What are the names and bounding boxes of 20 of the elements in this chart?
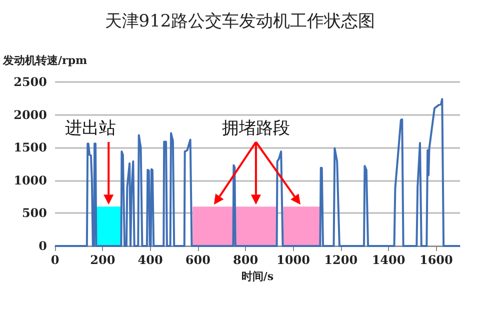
annotation: 进出站 xyxy=(65,118,116,138)
x-tick-label: 1600 xyxy=(419,253,453,267)
y-tick-label: 500 xyxy=(22,206,47,220)
x-tick-label: 800 xyxy=(233,253,258,267)
y-tick-label: 1000 xyxy=(14,173,47,188)
x-tick-label: 600 xyxy=(185,253,210,267)
annotation: 拥堵路段 xyxy=(222,118,290,138)
x-tick-label: 0 xyxy=(50,253,60,267)
chart-title: 天津912路公交车发动机工作状态图 xyxy=(104,12,376,32)
x-tick-label: 1400 xyxy=(372,253,406,267)
y-tick-label: 2000 xyxy=(14,108,47,122)
x-tick-label: 400 xyxy=(138,253,163,267)
x-axis-title: 时间/s xyxy=(241,270,274,283)
x-tick-label: 200 xyxy=(90,253,116,267)
y-tick-label: 2500 xyxy=(14,75,47,89)
y-axis-title: 发动机转速/rpm xyxy=(2,54,88,67)
y-tick-label: 1500 xyxy=(14,140,47,155)
y-tick-label: 0 xyxy=(38,239,47,253)
x-tick-label: 1000 xyxy=(276,253,310,267)
x-tick-label: 1200 xyxy=(324,253,358,267)
